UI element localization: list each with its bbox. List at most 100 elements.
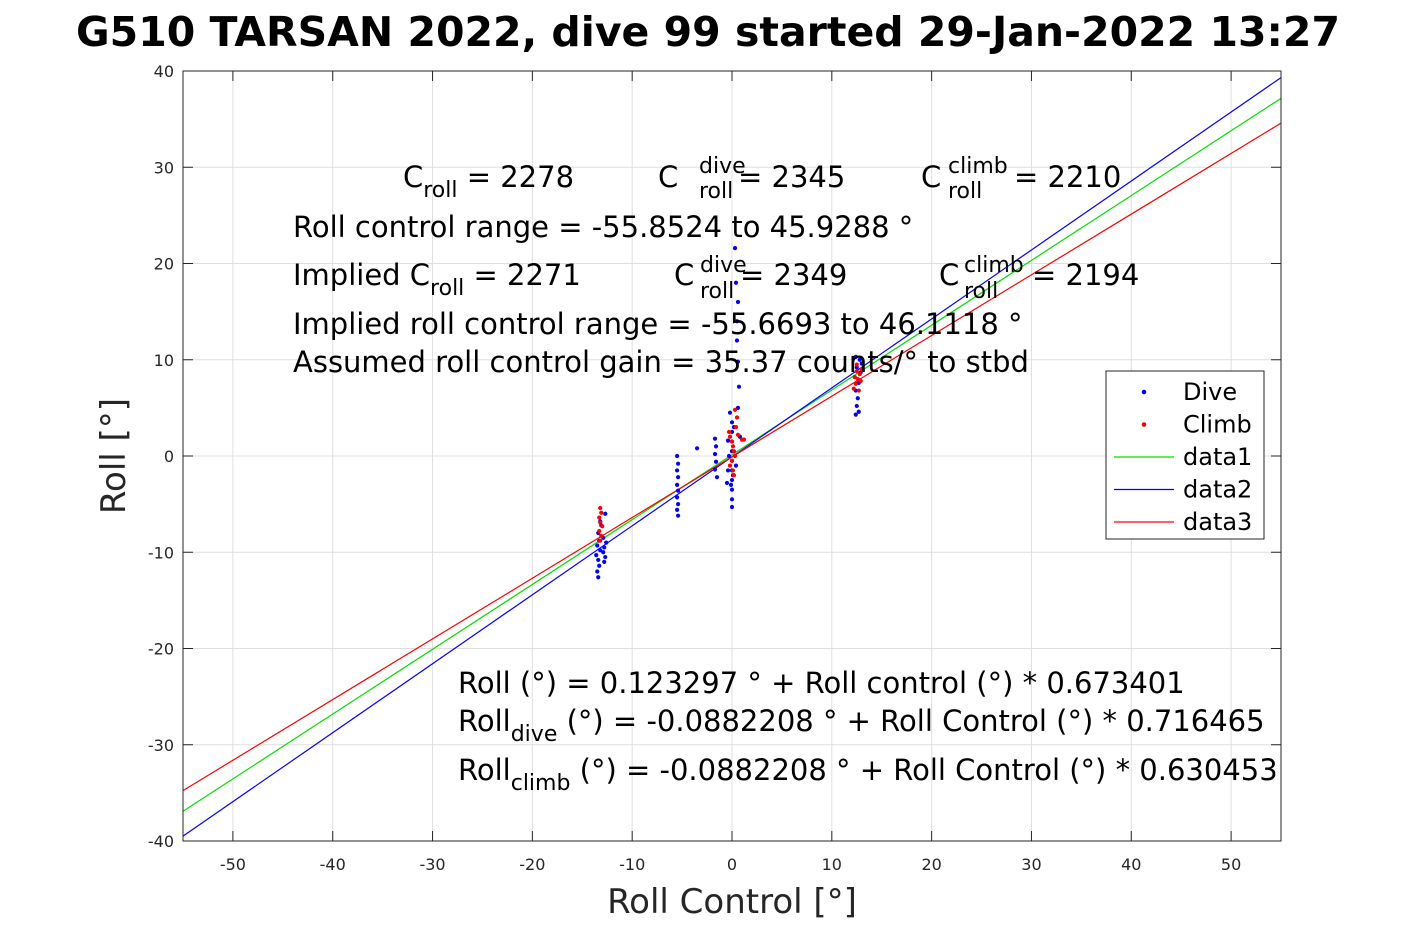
dive-point <box>603 554 608 560</box>
dive-point <box>733 280 739 285</box>
fit-equation-dive: Rolldive (°) = -0.0882208 ° + Roll Contr… <box>458 704 1265 747</box>
x-tick-label: -50 <box>220 855 246 874</box>
climb-point <box>599 510 604 515</box>
legend: Dive Climb data1 data2 data3 <box>1105 370 1265 540</box>
y-tick-label: -10 <box>148 543 174 562</box>
y-axis-label: Roll [°] <box>94 398 134 514</box>
dive-point <box>675 468 680 473</box>
implied-c-roll-dive-annotation: C <box>674 258 694 292</box>
dive-point <box>602 559 607 564</box>
legend-label: Climb <box>1183 411 1252 439</box>
dive-point <box>713 459 719 464</box>
dive-point <box>732 246 738 251</box>
dive-point <box>603 511 608 516</box>
climb-point <box>854 362 859 367</box>
y-tick-label: -40 <box>148 832 174 851</box>
dive-point <box>595 543 600 548</box>
fit-line-data3 <box>182 122 1282 792</box>
implied-roll-control-range: Implied roll control range = -55.6693 to… <box>293 307 1023 341</box>
climb-point <box>856 388 861 393</box>
dive-point <box>714 475 720 480</box>
dive-point <box>853 412 858 417</box>
x-tick-label: -20 <box>519 855 545 874</box>
dive-point <box>675 502 681 507</box>
dive-point <box>729 497 735 502</box>
climb-point <box>598 538 603 543</box>
dive-point <box>712 436 718 441</box>
dive-point <box>859 361 864 366</box>
climb-point <box>732 453 738 459</box>
dive-point <box>728 482 734 487</box>
dive-point <box>675 461 681 466</box>
x-axis-label: Roll Control [°] <box>607 882 857 922</box>
dive-point <box>675 507 680 512</box>
c-roll-climb-sub: roll <box>948 179 982 204</box>
climb-point <box>857 372 862 377</box>
climb-point <box>727 463 733 468</box>
dive-point <box>598 548 603 553</box>
dive-point <box>713 444 719 449</box>
roll-control-range: Roll control range = -55.8524 to 45.9288… <box>293 210 913 244</box>
implied-c-roll-climb-sup: climb <box>964 253 1024 278</box>
dive-point <box>734 338 740 343</box>
y-tick-label: 40 <box>154 62 174 81</box>
y-tick-label: -30 <box>148 736 174 755</box>
dive-point <box>857 357 862 362</box>
dive-point <box>597 563 602 568</box>
climb-point <box>600 524 605 529</box>
c-roll-dive-sup: dive <box>699 154 746 179</box>
climb-point <box>735 432 741 437</box>
dive-point <box>675 453 680 459</box>
implied-c-roll-dive-sub: roll <box>700 279 734 304</box>
dive-point <box>853 354 858 359</box>
x-tick-label: 50 <box>1221 855 1241 874</box>
x-tick-label: 30 <box>1021 855 1041 874</box>
dive-point <box>725 438 731 443</box>
dive-point <box>734 319 740 324</box>
dive-point <box>712 451 718 457</box>
c-roll-annotation: Croll = 2278 <box>403 160 574 203</box>
annotations: Croll = 2278 C dive roll = 2345 C climb … <box>293 154 1278 796</box>
c-roll-climb-value: = 2210 <box>1014 160 1121 194</box>
dive-point <box>727 410 733 415</box>
climb-point <box>729 439 735 444</box>
c-roll-climb-sup: climb <box>948 154 1008 179</box>
x-tick-label: 0 <box>727 855 737 874</box>
climb-point <box>732 407 738 412</box>
fit-line-data1 <box>182 97 1282 812</box>
climb-point <box>730 468 736 473</box>
dive-point <box>725 468 731 473</box>
climb-point <box>599 533 604 538</box>
dive-point <box>712 467 718 472</box>
climb-point <box>731 473 737 478</box>
dive-point <box>604 540 609 545</box>
climb-point <box>854 369 859 374</box>
climb-point <box>598 520 603 525</box>
climb-point <box>733 425 739 430</box>
dive-point <box>596 557 601 563</box>
dive-point <box>855 396 860 401</box>
climb-point <box>859 367 864 372</box>
dive-point <box>675 475 681 480</box>
y-tick-label: 0 <box>164 447 174 466</box>
y-tick-label: 30 <box>154 158 174 177</box>
dive-point <box>726 453 732 459</box>
dive-point <box>594 553 599 558</box>
implied-c-roll-annotation: Implied Croll = 2271 <box>293 258 581 301</box>
climb-point <box>853 381 858 386</box>
x-tick-label: -10 <box>619 855 645 874</box>
climb-point <box>741 437 747 442</box>
x-tick-label: 40 <box>1121 855 1141 874</box>
dive-point <box>735 405 741 410</box>
climb-point <box>855 376 860 382</box>
c-roll-climb-annotation: C <box>921 160 941 194</box>
dive-point <box>675 482 680 487</box>
dive-point <box>735 359 741 364</box>
climb-point <box>731 449 737 454</box>
c-roll-dive-sub: roll <box>699 179 733 204</box>
y-tick-label: -20 <box>148 640 174 659</box>
dive-point <box>694 446 700 451</box>
legend-label: data1 <box>1183 443 1252 471</box>
dive-point <box>729 504 735 510</box>
